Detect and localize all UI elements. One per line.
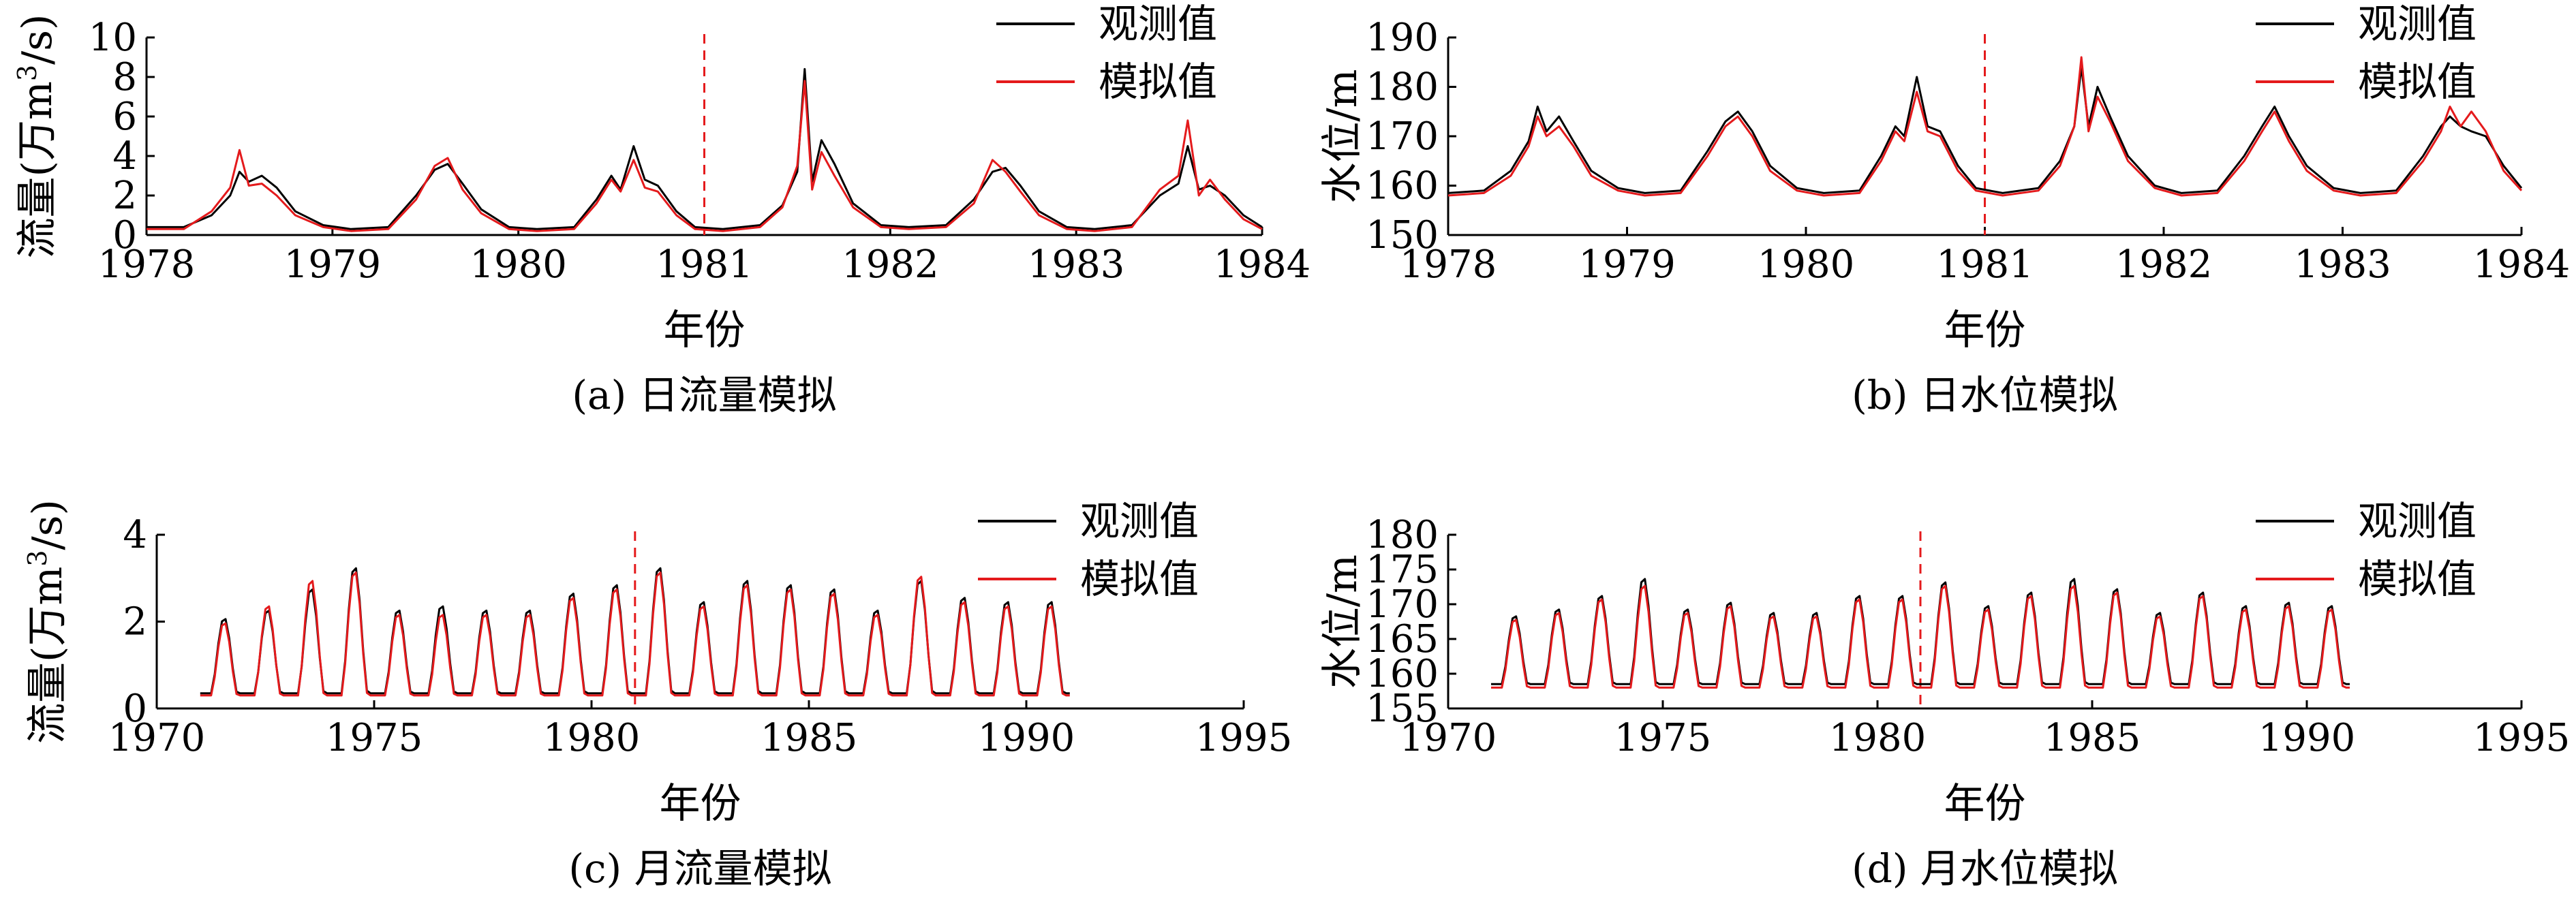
y-axis-label: 水位/m <box>1319 69 1366 203</box>
y-tick-label: 180 <box>1366 65 1439 110</box>
chart-panel-c: 1970 1975 1980 1985 1990 1995 0 2 4 年份 流量(万m3/s) 观测… <box>22 498 1292 892</box>
legend-label: 观测值 <box>1099 1 1217 47</box>
series-line-simulated <box>200 572 1070 697</box>
x-tick-label: 1981 <box>656 243 753 287</box>
x-tick-label: 1984 <box>2473 243 2571 287</box>
y-axis-label-main: 水位/m <box>1319 554 1366 689</box>
legend-label: 模拟值 <box>1080 556 1199 602</box>
x-tick-label: 1985 <box>761 716 858 760</box>
legend-label: 模拟值 <box>1099 59 1217 105</box>
x-tick-label: 1990 <box>2258 716 2356 760</box>
panel-caption: (d) 月水位模拟 <box>1852 845 2118 892</box>
x-axis-label: 年份 <box>660 780 741 828</box>
x-tick-label: 1980 <box>1758 243 1855 287</box>
y-tick-label: 170 <box>1366 582 1439 627</box>
x-tick-label: 1975 <box>1614 716 1712 760</box>
series-line-simulated <box>1491 584 2350 689</box>
chart-panel-b: 1978 1979 1980 1981 1982 1983 1984 150 160 170180… <box>1319 1 2570 418</box>
series-line-observed <box>147 67 1263 230</box>
x-tick-label: 1979 <box>284 243 382 287</box>
y-axis-label: 流量(万m3/s) <box>22 499 72 744</box>
y-tick-label: 180 <box>1366 513 1439 557</box>
x-tick-label: 1983 <box>1028 243 1125 287</box>
x-tick-label: 1981 <box>1936 243 2034 287</box>
y-axis-label-sup: 3 <box>22 550 52 566</box>
x-tick-label: 1979 <box>1578 243 1676 287</box>
y-tick-label: 190 <box>1366 16 1439 60</box>
series-line-observed <box>1447 66 2523 194</box>
y-axis-label: 水位/m <box>1319 554 1366 689</box>
series-line-simulated <box>147 80 1263 232</box>
legend-label: 观测值 <box>2358 498 2477 544</box>
y-axis-label-main: 水位/m <box>1319 69 1366 203</box>
y-axis-label-main: 流量(万m <box>14 81 61 258</box>
y-tick-label: 6 <box>112 95 137 139</box>
legend-label: 模拟值 <box>2358 556 2477 602</box>
y-tick-label: 4 <box>123 513 147 557</box>
y-tick-label: 175 <box>1366 548 1439 592</box>
y-tick-label: 10 <box>89 16 137 60</box>
legend-label: 观测值 <box>1080 498 1199 544</box>
x-tick-label: 1975 <box>326 716 423 760</box>
x-tick-label: 1980 <box>470 243 567 287</box>
panel-caption: (b) 日水位模拟 <box>1852 372 2118 418</box>
x-tick-label: 1995 <box>2473 716 2571 760</box>
panel-caption: (c) 月流量模拟 <box>568 845 831 892</box>
x-tick-label: 1995 <box>1195 716 1293 760</box>
y-axis-label-main: 流量(万m <box>24 567 72 744</box>
x-tick-label: 1982 <box>842 243 939 287</box>
panel-caption: (a) 日流量模拟 <box>572 372 836 418</box>
x-tick-label: 1980 <box>1829 716 1927 760</box>
x-tick-label: 1984 <box>1214 243 1311 287</box>
y-tick-label: 155 <box>1366 687 1439 731</box>
y-axis-label: 流量(万m3/s) <box>12 14 61 259</box>
y-tick-label: 8 <box>112 55 137 99</box>
x-tick-label: 1970 <box>1400 716 1497 760</box>
x-tick-label: 1978 <box>98 243 196 287</box>
x-tick-label: 1990 <box>978 716 1075 760</box>
y-tick-label: 165 <box>1366 617 1439 661</box>
y-tick-label: 0 <box>112 213 137 257</box>
x-tick-label: 1978 <box>1400 243 1497 287</box>
y-tick-label: 170 <box>1366 114 1439 159</box>
x-axis-label: 年份 <box>1944 307 2026 354</box>
y-tick-label: 160 <box>1366 164 1439 208</box>
y-tick-label: 2 <box>112 174 137 218</box>
y-tick-label: 2 <box>123 600 147 644</box>
y-axis-label-tail: /s) <box>14 14 61 65</box>
x-tick-label: 1980 <box>543 716 641 760</box>
y-tick-label: 4 <box>112 134 137 178</box>
series-line-simulated <box>1447 56 2523 197</box>
y-axis-label-tail: /s) <box>24 499 72 550</box>
x-tick-label: 1985 <box>2044 716 2141 760</box>
x-tick-label: 1970 <box>108 716 206 760</box>
x-axis-label: 年份 <box>664 307 746 354</box>
x-tick-label: 1982 <box>2115 243 2213 287</box>
chart-panel-d: 1970 1975 1980 1985 1990 1995 1551601651701751… <box>1319 498 2570 892</box>
legend-label: 观测值 <box>2358 1 2477 47</box>
y-tick-label: 160 <box>1366 652 1439 696</box>
x-tick-label: 1983 <box>2294 243 2391 287</box>
y-tick-label: 150 <box>1366 213 1439 257</box>
y-tick-label: 0 <box>123 687 147 731</box>
legend-label: 模拟值 <box>2358 59 2477 105</box>
x-axis-label: 年份 <box>1944 780 2026 828</box>
y-axis-label-sup: 3 <box>12 65 42 81</box>
